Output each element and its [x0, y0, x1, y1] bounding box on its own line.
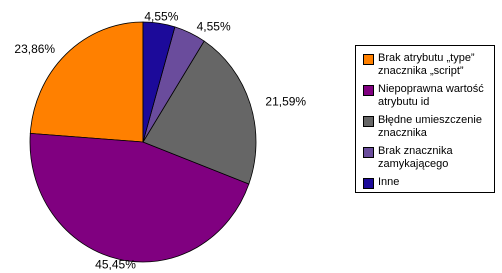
value-label: 4,55%: [144, 9, 178, 23]
legend-item: Brak atrybutu „type” znacznika „script”: [363, 52, 490, 78]
legend: Brak atrybutu „type” znacznika „script” N…: [355, 45, 495, 193]
legend-item: Brak znacznika zamykającego: [363, 145, 490, 171]
legend-swatch: [363, 85, 374, 96]
legend-swatch: [363, 178, 374, 189]
pie-slice: [142, 21, 176, 143]
legend-swatch: [363, 54, 374, 65]
pie-slice: [142, 40, 257, 185]
legend-label: Brak atrybutu „type” znacznika „script”: [378, 52, 475, 77]
legend-swatch: [363, 116, 374, 127]
legend-swatch: [363, 147, 374, 158]
legend-item: Błędne umieszczenie znacznika: [363, 114, 490, 140]
value-label: 23,86%: [14, 42, 55, 56]
value-label: 21,59%: [265, 94, 306, 108]
chart: 23,86% 45,45% 21,59% 4,55% 4,55%: [14, 9, 306, 271]
legend-label: Inne: [378, 176, 400, 188]
legend-label: Błędne umieszczenie znacznika: [378, 114, 482, 139]
pie-slice: [29, 21, 144, 143]
value-label: 4,55%: [197, 20, 231, 34]
value-label: 45,45%: [95, 257, 136, 271]
legend-item: Niepoprawna wartość atrybutu id: [363, 83, 490, 109]
legend-label: Brak znacznika zamykającego: [378, 145, 453, 170]
pie-slice: [29, 132, 250, 263]
legend-item: Inne: [363, 176, 490, 189]
legend-label: Niepoprawna wartość atrybutu id: [378, 83, 484, 108]
